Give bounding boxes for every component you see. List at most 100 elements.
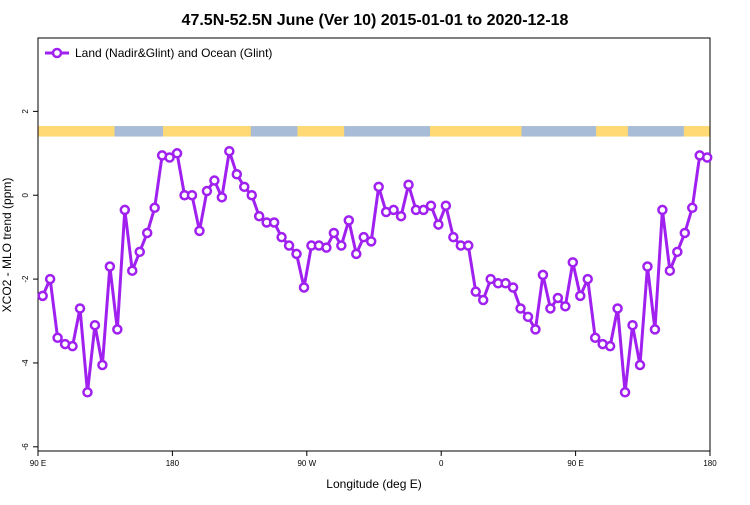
data-point [149, 202, 160, 214]
data-point [463, 240, 474, 251]
data-point [365, 236, 377, 247]
x-tick-label: 90 W [297, 459, 316, 468]
y-tick-label: 2 [21, 109, 30, 114]
data-point [373, 181, 384, 193]
data-point [134, 246, 145, 258]
data-point [283, 240, 295, 251]
data-point [37, 290, 48, 302]
band-land-segment [114, 126, 164, 137]
data-point [104, 261, 116, 272]
data-point [358, 231, 369, 243]
x-tick-label: 90 E [567, 459, 583, 468]
x-tick-label: 180 [703, 459, 717, 468]
x-axis-label: Longitude (deg E) [326, 477, 421, 491]
legend-entry-label: Land (Nadir&Glint) and Ocean (Glint) [75, 46, 272, 60]
data-point [201, 185, 213, 197]
data-point [97, 359, 108, 371]
data-point [470, 286, 481, 297]
data-point [276, 231, 287, 243]
data-point [664, 265, 676, 276]
band-land-segment [250, 126, 298, 137]
data-point [425, 200, 437, 211]
x-tick-label: 0 [439, 459, 444, 468]
data-point [343, 215, 355, 226]
data-point [507, 282, 519, 293]
data-point [701, 152, 713, 163]
data-point [418, 204, 429, 216]
data-point [522, 311, 534, 323]
data-point [186, 189, 198, 201]
legend: Land (Nadir&Glint) and Ocean (Glint) [45, 46, 272, 60]
data-point [388, 204, 399, 216]
data-point [67, 340, 78, 352]
data-point [141, 227, 153, 239]
data-point [567, 257, 579, 268]
data-point [679, 227, 691, 239]
data-point [52, 332, 63, 344]
data-point [395, 210, 407, 222]
data-point [351, 248, 362, 260]
data-point [649, 324, 661, 335]
data-point [634, 359, 646, 371]
data-point [44, 273, 56, 285]
data-point [127, 265, 138, 276]
data-point [537, 269, 549, 281]
data-point [164, 152, 175, 163]
data-point [515, 303, 526, 314]
data-point [74, 303, 86, 314]
data-point [246, 189, 257, 201]
y-tick-label: -6 [21, 443, 30, 451]
band-land-segment [344, 126, 430, 137]
data-point [403, 179, 414, 191]
data-point [119, 204, 131, 216]
data-point [552, 292, 564, 304]
data-point [560, 301, 571, 312]
data-point [209, 175, 220, 186]
data-point [500, 278, 511, 289]
data-point [545, 303, 556, 314]
data-point [171, 148, 183, 159]
surface-type-band [38, 126, 710, 137]
chart-title: 47.5N-52.5N June (Ver 10) 2015-01-01 to … [182, 12, 569, 29]
data-point [530, 324, 541, 335]
data-point [336, 240, 347, 251]
data-point [575, 290, 586, 302]
plot-frame [37, 37, 711, 452]
x-axis-ticks: 90 E 180 90 W 0 90 E 180 [30, 451, 717, 468]
data-point [224, 145, 235, 157]
data-point [687, 202, 698, 214]
data-point [253, 210, 265, 222]
data-point [619, 387, 631, 398]
data-point [216, 192, 228, 203]
y-tick-label: 0 [21, 192, 30, 197]
data-point [239, 181, 250, 193]
data-point [448, 231, 459, 243]
data-point [328, 227, 340, 239]
data-point [268, 217, 280, 228]
data-point [89, 319, 101, 331]
data-point [433, 219, 444, 230]
data-point [604, 340, 616, 352]
data-point [627, 319, 638, 331]
band-land-segment [521, 126, 597, 137]
y-tick-label: -4 [21, 359, 30, 367]
data-point [657, 204, 668, 216]
data-point [672, 246, 683, 258]
data-point [440, 200, 452, 211]
data-point [612, 303, 623, 314]
legend-marker-swatch [51, 47, 63, 59]
data-point [321, 242, 332, 253]
data-point [477, 294, 489, 306]
x-tick-label: 90 E [30, 459, 46, 468]
data-point [582, 273, 593, 285]
data-point [298, 282, 310, 293]
data-point [231, 169, 243, 180]
y-axis-ticks: 2 0 -2 -4 -6 [21, 109, 38, 451]
series-line [37, 145, 713, 398]
data-point [291, 248, 302, 260]
data-point [194, 225, 205, 237]
data-point [642, 261, 653, 272]
y-tick-label: -2 [21, 275, 30, 283]
